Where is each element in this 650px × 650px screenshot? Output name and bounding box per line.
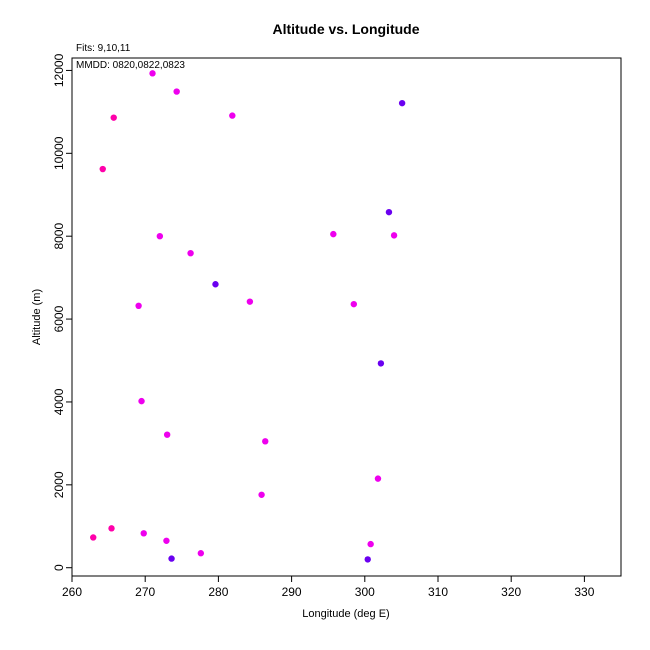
data-point [246, 298, 254, 305]
x-tick-label: 320 [501, 585, 521, 599]
data-point [168, 555, 175, 562]
x-tick-label: 330 [574, 585, 594, 599]
y-axis-label: Altitude (m) [31, 289, 43, 345]
data-point [99, 165, 106, 173]
data-point [173, 88, 180, 95]
data-point [262, 438, 269, 445]
data-point [374, 475, 382, 482]
x-tick-label: 270 [135, 585, 155, 599]
x-tick-label: 280 [208, 585, 228, 599]
data-point [140, 530, 147, 537]
data-point [385, 208, 393, 216]
y-tick-label: 0 [52, 564, 66, 571]
data-point [212, 281, 219, 288]
x-tick-label: 290 [282, 585, 302, 599]
data-point [163, 431, 171, 438]
data-point [163, 537, 170, 544]
y-tick-label: 10000 [52, 136, 66, 170]
data-point [197, 550, 205, 557]
x-axis-label: Longitude (deg E) [302, 608, 389, 620]
x-tick-label: 310 [428, 585, 448, 599]
mmdd-note: MMDD: 0820,0822,0823 [76, 60, 185, 71]
data-point [350, 300, 358, 308]
data-point [110, 114, 117, 121]
plot-frame [71, 57, 622, 577]
data-point [156, 232, 164, 240]
y-axis: 0 2000 4000 6000 8000 10000 12000 [52, 53, 72, 571]
data-point [330, 230, 337, 238]
chart-title: Altitude vs. Longitude [273, 21, 420, 37]
data-point [377, 360, 385, 367]
data-point [149, 70, 156, 77]
y-tick-label: 8000 [52, 223, 66, 250]
data-point [90, 534, 97, 541]
fits-note: Fits: 9,10,11 [76, 43, 131, 54]
data-point [229, 112, 236, 119]
data-point [398, 99, 406, 107]
data-point [135, 302, 142, 310]
data-point [367, 540, 374, 548]
x-tick-label: 300 [355, 585, 375, 599]
data-point [138, 397, 145, 405]
data-point [390, 232, 398, 239]
data-point [364, 556, 371, 563]
x-tick-label: 260 [62, 585, 82, 599]
y-tick-label: 4000 [52, 388, 66, 415]
data-point [108, 525, 115, 532]
data-points [90, 70, 406, 563]
data-point [258, 491, 265, 498]
y-tick-label: 2000 [52, 471, 66, 498]
data-point [187, 249, 194, 257]
y-tick-label: 12000 [52, 53, 66, 87]
y-tick-label: 6000 [52, 305, 66, 332]
x-axis: 260 270 280 290 300 310 320 330 [62, 576, 595, 599]
